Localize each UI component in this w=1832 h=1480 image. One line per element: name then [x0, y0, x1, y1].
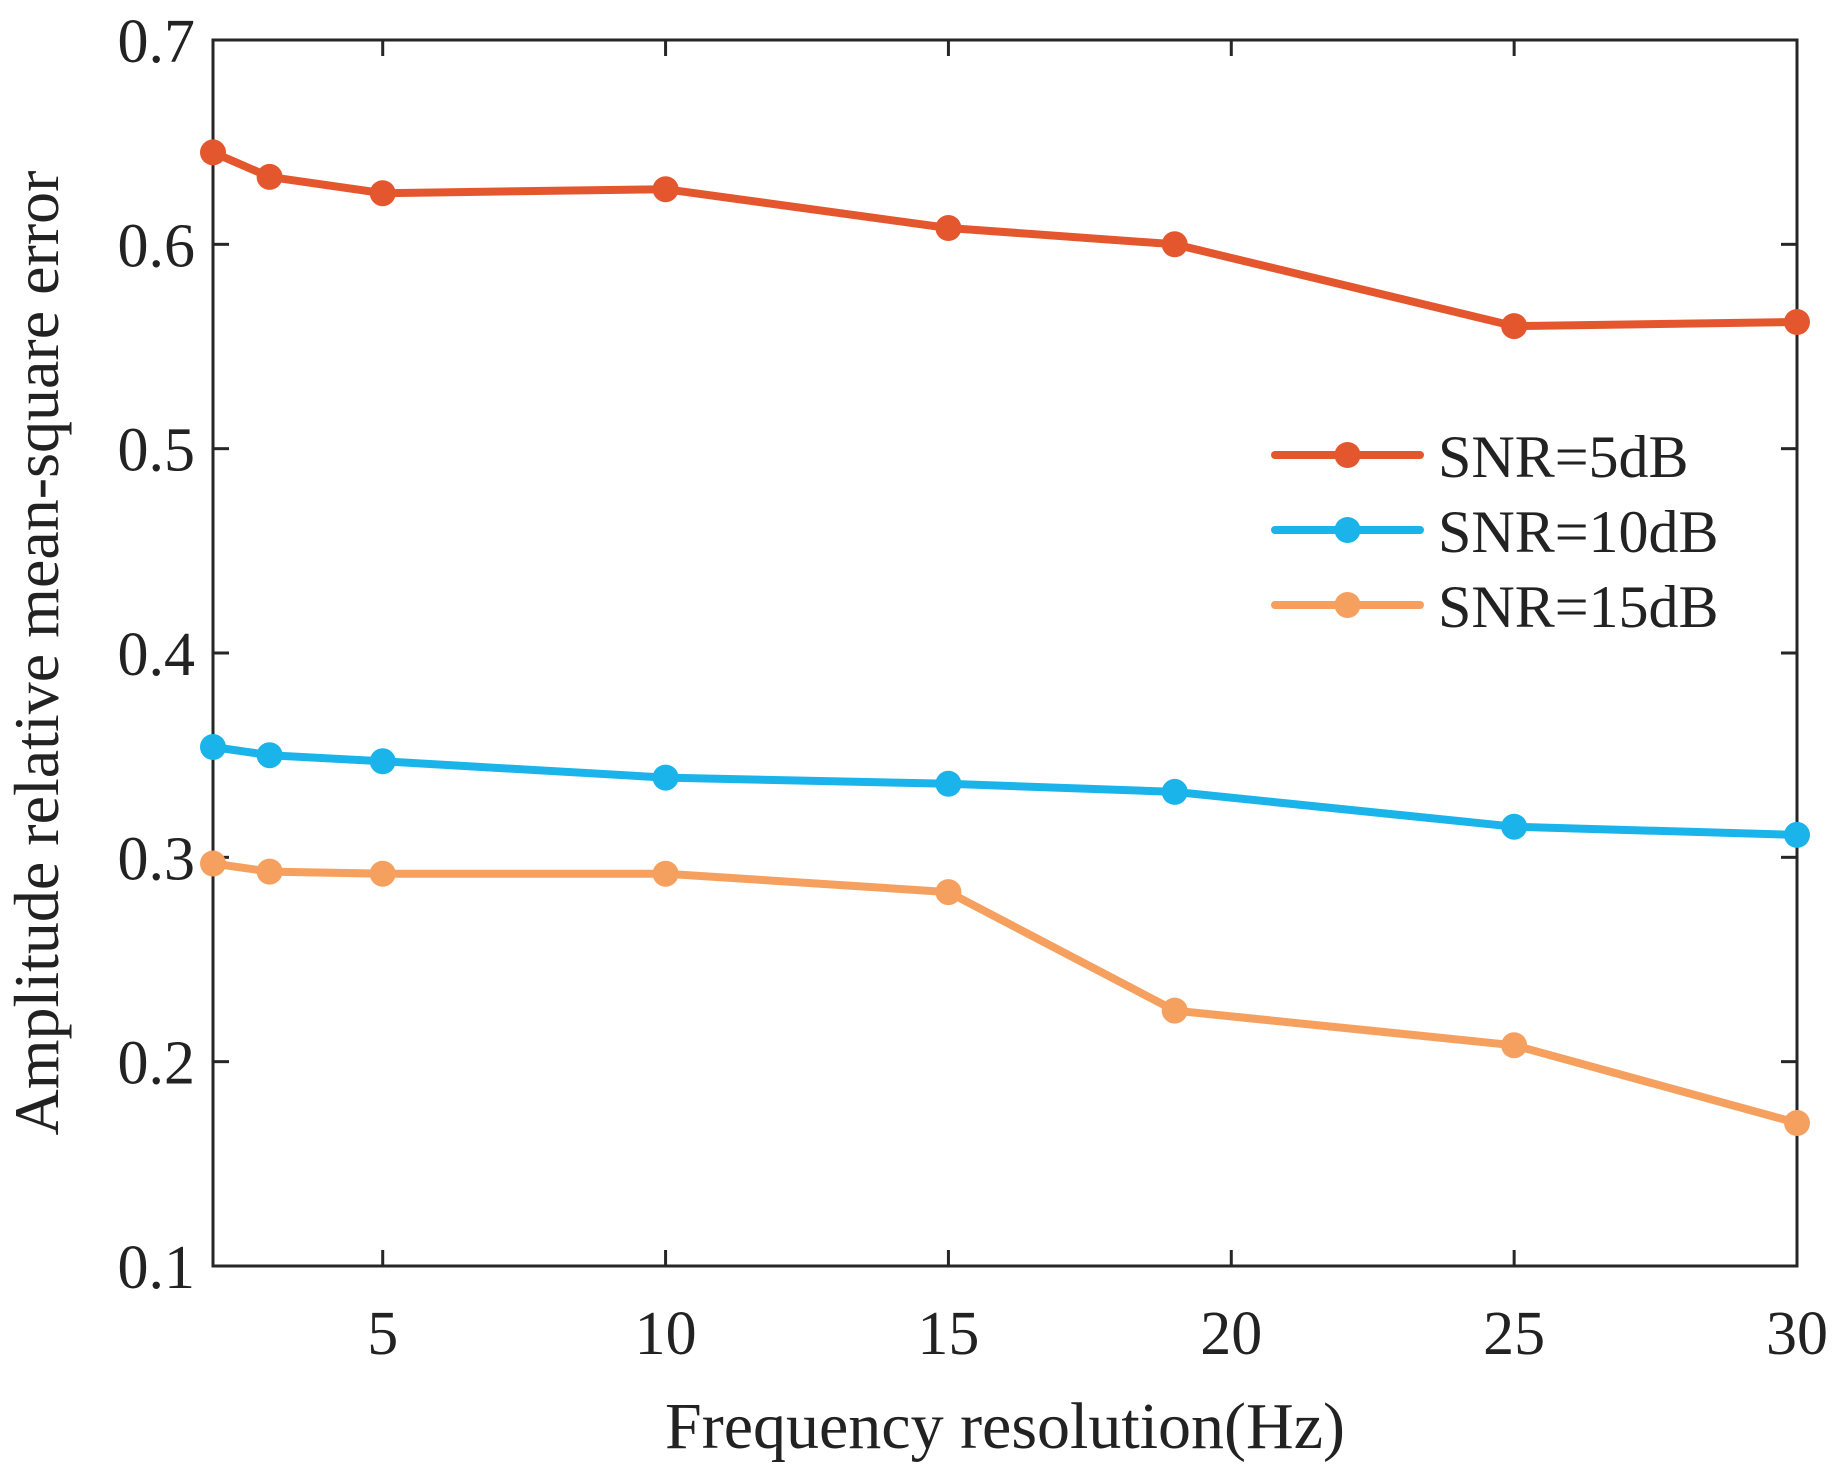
legend-label: SNR=10dB	[1438, 499, 1719, 565]
legend-item: SNR=15dB	[1271, 574, 1719, 640]
data-point	[1784, 309, 1810, 335]
series-line	[209, 743, 1801, 839]
data-point	[369, 748, 396, 775]
x-tick-label: 10	[635, 1300, 697, 1368]
x-axis-ticks: 5 10 15 20 25 30	[367, 40, 1828, 1368]
data-point	[1501, 1032, 1528, 1059]
series-1	[200, 734, 1810, 848]
legend-marker	[1334, 592, 1361, 618]
data-point	[200, 734, 226, 760]
data-point	[256, 858, 283, 885]
y-tick-label: 0.1	[118, 1234, 196, 1302]
data-point	[369, 180, 396, 207]
data-point	[1161, 778, 1188, 805]
data-point	[935, 879, 962, 906]
series-0	[200, 139, 1810, 340]
legend: SNR=5dB SNR=10dB SNR=15dB	[1271, 424, 1719, 640]
data-point	[652, 176, 679, 203]
series-line	[209, 148, 1801, 331]
x-tick-label: 15	[917, 1300, 979, 1368]
x-tick-label: 20	[1200, 1300, 1262, 1368]
y-tick-label: 0.7	[118, 8, 196, 76]
y-axis-label: Amplitude relative mean-square error	[1, 171, 72, 1136]
data-point	[256, 742, 283, 769]
data-point	[200, 850, 226, 877]
x-tick-label: 5	[367, 1300, 398, 1368]
data-point	[935, 215, 962, 241]
legend-marker	[1334, 517, 1361, 543]
data-point	[1161, 231, 1188, 258]
data-point	[652, 860, 679, 887]
data-point	[369, 860, 396, 887]
series-layer	[200, 139, 1810, 1136]
x-tick-label: 25	[1483, 1300, 1545, 1368]
legend-label: SNR=5dB	[1438, 424, 1689, 490]
data-point	[1161, 997, 1188, 1024]
legend-item: SNR=10dB	[1271, 499, 1719, 565]
x-tick-label: 30	[1766, 1300, 1828, 1368]
legend-label: SNR=15dB	[1438, 574, 1719, 640]
y-tick-label: 0.6	[118, 212, 196, 280]
series-2	[200, 850, 1810, 1136]
data-point	[652, 764, 679, 791]
legend-marker	[1334, 442, 1361, 468]
data-point	[1501, 313, 1528, 340]
data-point	[1501, 813, 1528, 840]
legend-item: SNR=5dB	[1271, 424, 1689, 490]
data-point	[935, 770, 962, 797]
data-point	[200, 139, 226, 166]
y-tick-label: 0.3	[118, 825, 196, 893]
y-tick-label: 0.2	[118, 1030, 196, 1098]
series-line	[209, 859, 1801, 1127]
y-tick-label: 0.5	[118, 417, 196, 485]
data-point	[1784, 1110, 1810, 1136]
y-axis-ticks: 0.1 0.2 0.3 0.4 0.5 0.6 0.7	[118, 8, 1797, 1302]
data-point	[256, 163, 283, 190]
y-tick-label: 0.4	[118, 621, 196, 689]
x-axis-label: Frequency resolution(Hz)	[665, 1390, 1345, 1463]
data-point	[1784, 821, 1810, 848]
